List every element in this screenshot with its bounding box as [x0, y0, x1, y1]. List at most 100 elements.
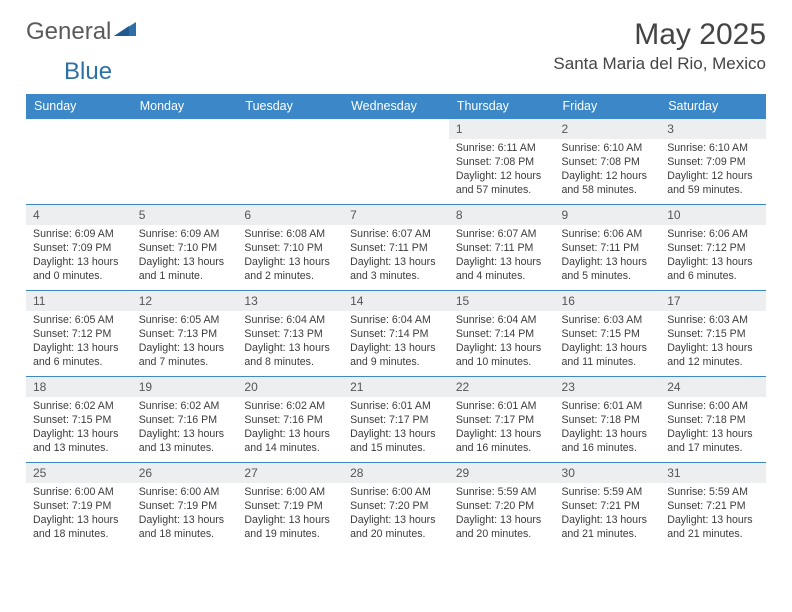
day-details: Sunrise: 6:00 AMSunset: 7:19 PMDaylight:…	[237, 483, 343, 546]
day-number: 4	[26, 205, 132, 225]
calendar-day-cell: 18Sunrise: 6:02 AMSunset: 7:15 PMDayligh…	[26, 377, 132, 463]
sunset-line: Sunset: 7:19 PM	[244, 500, 336, 514]
day-details: Sunrise: 6:02 AMSunset: 7:16 PMDaylight:…	[237, 397, 343, 460]
day-number: 24	[660, 377, 766, 397]
day-number: 22	[449, 377, 555, 397]
sunrise-line: Sunrise: 6:00 AM	[33, 486, 125, 500]
day-details: Sunrise: 6:00 AMSunset: 7:19 PMDaylight:…	[26, 483, 132, 546]
daylight-line: Daylight: 13 hours and 10 minutes.	[456, 342, 548, 370]
daylight-line: Daylight: 13 hours and 16 minutes.	[456, 428, 548, 456]
day-number: 7	[343, 205, 449, 225]
daylight-line: Daylight: 13 hours and 16 minutes.	[562, 428, 654, 456]
sunrise-line: Sunrise: 6:04 AM	[350, 314, 442, 328]
sunset-line: Sunset: 7:10 PM	[244, 242, 336, 256]
daylight-line: Daylight: 13 hours and 14 minutes.	[244, 428, 336, 456]
daylight-line: Daylight: 13 hours and 6 minutes.	[33, 342, 125, 370]
calendar-day-cell: 31Sunrise: 5:59 AMSunset: 7:21 PMDayligh…	[660, 463, 766, 549]
day-details: Sunrise: 6:06 AMSunset: 7:12 PMDaylight:…	[660, 225, 766, 288]
sunset-line: Sunset: 7:10 PM	[139, 242, 231, 256]
calendar-head: SundayMondayTuesdayWednesdayThursdayFrid…	[26, 94, 766, 119]
day-number: 14	[343, 291, 449, 311]
daylight-line: Daylight: 13 hours and 21 minutes.	[667, 514, 759, 542]
calendar-day-cell: 5Sunrise: 6:09 AMSunset: 7:10 PMDaylight…	[132, 205, 238, 291]
calendar-day-cell: 1Sunrise: 6:11 AMSunset: 7:08 PMDaylight…	[449, 119, 555, 205]
day-details: Sunrise: 6:00 AMSunset: 7:20 PMDaylight:…	[343, 483, 449, 546]
sunset-line: Sunset: 7:13 PM	[139, 328, 231, 342]
day-header: Tuesday	[237, 94, 343, 119]
sunset-line: Sunset: 7:15 PM	[33, 414, 125, 428]
day-number: 1	[449, 119, 555, 139]
daylight-line: Daylight: 13 hours and 9 minutes.	[350, 342, 442, 370]
sunrise-line: Sunrise: 6:07 AM	[350, 228, 442, 242]
day-details: Sunrise: 6:09 AMSunset: 7:10 PMDaylight:…	[132, 225, 238, 288]
sunset-line: Sunset: 7:12 PM	[33, 328, 125, 342]
day-header: Thursday	[449, 94, 555, 119]
logo-text-blue: Blue	[64, 58, 112, 85]
day-number: 13	[237, 291, 343, 311]
sunset-line: Sunset: 7:11 PM	[562, 242, 654, 256]
sunset-line: Sunset: 7:08 PM	[562, 156, 654, 170]
day-details: Sunrise: 6:03 AMSunset: 7:15 PMDaylight:…	[660, 311, 766, 374]
sunrise-line: Sunrise: 6:02 AM	[244, 400, 336, 414]
sunset-line: Sunset: 7:16 PM	[244, 414, 336, 428]
calendar-day-cell: 16Sunrise: 6:03 AMSunset: 7:15 PMDayligh…	[555, 291, 661, 377]
daylight-line: Daylight: 13 hours and 1 minute.	[139, 256, 231, 284]
day-details: Sunrise: 6:01 AMSunset: 7:17 PMDaylight:…	[449, 397, 555, 460]
sunrise-line: Sunrise: 6:10 AM	[562, 142, 654, 156]
calendar-day-cell: 3Sunrise: 6:10 AMSunset: 7:09 PMDaylight…	[660, 119, 766, 205]
sunset-line: Sunset: 7:15 PM	[562, 328, 654, 342]
sunrise-line: Sunrise: 6:02 AM	[139, 400, 231, 414]
day-number: 27	[237, 463, 343, 483]
sunset-line: Sunset: 7:11 PM	[456, 242, 548, 256]
calendar-day-cell: 10Sunrise: 6:06 AMSunset: 7:12 PMDayligh…	[660, 205, 766, 291]
sunrise-line: Sunrise: 6:00 AM	[139, 486, 231, 500]
daylight-line: Daylight: 13 hours and 13 minutes.	[33, 428, 125, 456]
day-details: Sunrise: 6:04 AMSunset: 7:13 PMDaylight:…	[237, 311, 343, 374]
sunrise-line: Sunrise: 6:01 AM	[562, 400, 654, 414]
day-number: 2	[555, 119, 661, 139]
sunset-line: Sunset: 7:21 PM	[667, 500, 759, 514]
calendar-empty-cell	[237, 119, 343, 205]
sunset-line: Sunset: 7:19 PM	[139, 500, 231, 514]
day-header: Friday	[555, 94, 661, 119]
sunset-line: Sunset: 7:09 PM	[667, 156, 759, 170]
day-number: 10	[660, 205, 766, 225]
day-number: 26	[132, 463, 238, 483]
calendar-empty-cell	[132, 119, 238, 205]
sunrise-line: Sunrise: 6:02 AM	[33, 400, 125, 414]
calendar-day-cell: 21Sunrise: 6:01 AMSunset: 7:17 PMDayligh…	[343, 377, 449, 463]
sunset-line: Sunset: 7:12 PM	[667, 242, 759, 256]
sunrise-line: Sunrise: 6:01 AM	[456, 400, 548, 414]
daylight-line: Daylight: 12 hours and 57 minutes.	[456, 170, 548, 198]
day-number: 30	[555, 463, 661, 483]
calendar-day-cell: 11Sunrise: 6:05 AMSunset: 7:12 PMDayligh…	[26, 291, 132, 377]
day-details: Sunrise: 6:04 AMSunset: 7:14 PMDaylight:…	[343, 311, 449, 374]
sunrise-line: Sunrise: 6:06 AM	[667, 228, 759, 242]
day-number: 28	[343, 463, 449, 483]
calendar-day-cell: 4Sunrise: 6:09 AMSunset: 7:09 PMDaylight…	[26, 205, 132, 291]
day-details: Sunrise: 6:02 AMSunset: 7:16 PMDaylight:…	[132, 397, 238, 460]
sunset-line: Sunset: 7:20 PM	[350, 500, 442, 514]
sunset-line: Sunset: 7:19 PM	[33, 500, 125, 514]
day-details: Sunrise: 6:04 AMSunset: 7:14 PMDaylight:…	[449, 311, 555, 374]
sunrise-line: Sunrise: 6:10 AM	[667, 142, 759, 156]
calendar-week-row: 25Sunrise: 6:00 AMSunset: 7:19 PMDayligh…	[26, 463, 766, 549]
sunset-line: Sunset: 7:21 PM	[562, 500, 654, 514]
calendar-day-cell: 7Sunrise: 6:07 AMSunset: 7:11 PMDaylight…	[343, 205, 449, 291]
calendar-page: General May 2025 Santa Maria del Rio, Me…	[0, 0, 792, 559]
calendar-week-row: 11Sunrise: 6:05 AMSunset: 7:12 PMDayligh…	[26, 291, 766, 377]
logo-text-general: General	[26, 18, 111, 46]
daylight-line: Daylight: 13 hours and 18 minutes.	[33, 514, 125, 542]
location: Santa Maria del Rio, Mexico	[553, 54, 766, 74]
day-number: 16	[555, 291, 661, 311]
sunrise-line: Sunrise: 6:05 AM	[139, 314, 231, 328]
sunset-line: Sunset: 7:08 PM	[456, 156, 548, 170]
day-details: Sunrise: 6:03 AMSunset: 7:15 PMDaylight:…	[555, 311, 661, 374]
day-details: Sunrise: 5:59 AMSunset: 7:21 PMDaylight:…	[555, 483, 661, 546]
day-details: Sunrise: 6:00 AMSunset: 7:18 PMDaylight:…	[660, 397, 766, 460]
sunset-line: Sunset: 7:15 PM	[667, 328, 759, 342]
calendar-day-cell: 29Sunrise: 5:59 AMSunset: 7:20 PMDayligh…	[449, 463, 555, 549]
calendar-week-row: 4Sunrise: 6:09 AMSunset: 7:09 PMDaylight…	[26, 205, 766, 291]
sunrise-line: Sunrise: 6:09 AM	[33, 228, 125, 242]
sunrise-line: Sunrise: 6:05 AM	[33, 314, 125, 328]
